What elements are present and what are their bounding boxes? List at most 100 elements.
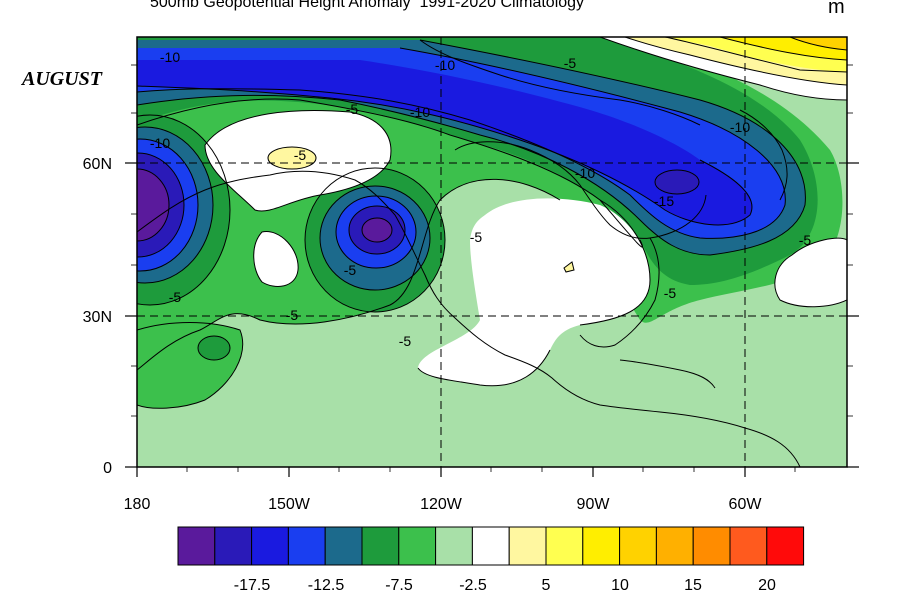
contour-line (204, 110, 392, 212)
contour-fill-purple (137, 169, 169, 241)
contour-line (137, 39, 806, 256)
colorbar-label: -7.5 (385, 577, 413, 594)
colorbar-swatch (545, 526, 584, 566)
x-tick-label: 90W (577, 496, 611, 513)
colorbar-swatch (361, 526, 400, 566)
contour-line (137, 152, 185, 258)
y-tick-label: 60N (83, 156, 112, 173)
colorbar-label: -12.5 (308, 577, 345, 594)
x-tick-label: 150W (268, 496, 311, 513)
contour-line (319, 185, 431, 291)
contour-fill-positive (267, 146, 317, 170)
coastline (739, 109, 788, 201)
colorbar-swatch (177, 526, 216, 566)
colorbar-swatch (692, 526, 731, 566)
coastline (454, 141, 707, 239)
colorbar-label: -17.5 (234, 577, 271, 594)
plot-frame (136, 36, 848, 468)
contour-label: -5 (664, 285, 677, 301)
contour-line (137, 114, 231, 306)
contour-line (137, 168, 170, 242)
colorbar (177, 526, 805, 566)
contour-fill-positive (563, 261, 575, 273)
coastline (619, 359, 716, 389)
contour-label: -5 (286, 307, 299, 323)
colorbar-swatch (582, 526, 621, 566)
contour-label: -5 (799, 232, 812, 248)
colorbar-label: 20 (758, 577, 776, 594)
contour-line (361, 217, 393, 243)
contour-line (579, 199, 651, 326)
contour-line (137, 178, 561, 371)
colorbar-label: 10 (611, 577, 629, 594)
chart-title: 500mb Geopotential Height Anomaly 1991-2… (150, 0, 585, 11)
contour-label: -5 (169, 289, 182, 305)
contour-line (253, 231, 299, 287)
contour-label: -15 (654, 193, 674, 209)
contour-line (137, 85, 753, 226)
x-tick-label: 60W (729, 496, 763, 513)
contour-label: -5 (346, 101, 359, 117)
contour-fill-purple (362, 218, 392, 242)
colorbar-label: -2.5 (459, 577, 487, 594)
contour-label: -10 (730, 119, 750, 135)
contour-label: -5 (344, 262, 357, 278)
contour-fill-darkblue (137, 60, 752, 225)
y-tick-label: 0 (103, 460, 112, 477)
units-label: m (828, 0, 845, 18)
contour-line (137, 47, 786, 239)
contour-line (417, 349, 551, 387)
contour-line (137, 138, 199, 272)
contour-label: -5 (399, 333, 412, 349)
contour-label: -5 (564, 55, 577, 71)
colorbar-swatch (619, 526, 657, 566)
contour-line (719, 37, 847, 61)
colorbar-swatch (655, 526, 694, 566)
coastline (579, 237, 660, 348)
colorbar-swatch (729, 526, 768, 566)
contour-line (348, 205, 406, 255)
contour-line (137, 126, 214, 284)
colorbar-swatch (251, 526, 289, 566)
contour-line (624, 37, 847, 86)
contour-label: -10 (575, 165, 595, 181)
contour-fill-white (774, 238, 847, 307)
contour-line (664, 37, 847, 73)
month-label: AUGUST (22, 68, 103, 90)
contour-line (304, 167, 446, 313)
contour-line (654, 169, 700, 195)
x-tick-label: 120W (420, 496, 463, 513)
contour-line (197, 335, 231, 361)
contour-label: -10 (160, 49, 180, 65)
contour-fill-positive (790, 37, 847, 50)
contour-line (137, 322, 244, 409)
colorbar-label: 15 (684, 577, 702, 594)
colorbar-label: 5 (542, 577, 551, 594)
contour-line (137, 98, 644, 248)
contour-line (774, 237, 847, 308)
contour-label: -10 (410, 104, 430, 120)
x-tick-label: 180 (124, 496, 151, 513)
colorbar-swatch (508, 526, 547, 566)
contour-fill-white (253, 231, 299, 287)
y-tick-label: 30N (83, 309, 112, 326)
colorbar-swatch (471, 526, 510, 566)
colorbar-swatch (324, 526, 363, 566)
coastline (137, 170, 661, 413)
colorbar-swatch (287, 526, 326, 566)
contour-fill-darkblue (655, 170, 699, 194)
colorbar-swatch (766, 526, 805, 566)
contour-label: -5 (470, 229, 483, 245)
contour-label: -10 (150, 135, 170, 151)
colorbar-swatch (214, 526, 253, 566)
contour-fill-green (198, 336, 230, 360)
contour-label: -10 (435, 57, 455, 73)
colorbar-swatch (398, 526, 437, 566)
contour-fill-white (418, 198, 650, 386)
coastline (419, 39, 701, 126)
contour-line (789, 37, 847, 51)
contour-line (599, 37, 847, 101)
colorbar-swatch (435, 526, 473, 566)
contour-label: -5 (294, 147, 307, 163)
